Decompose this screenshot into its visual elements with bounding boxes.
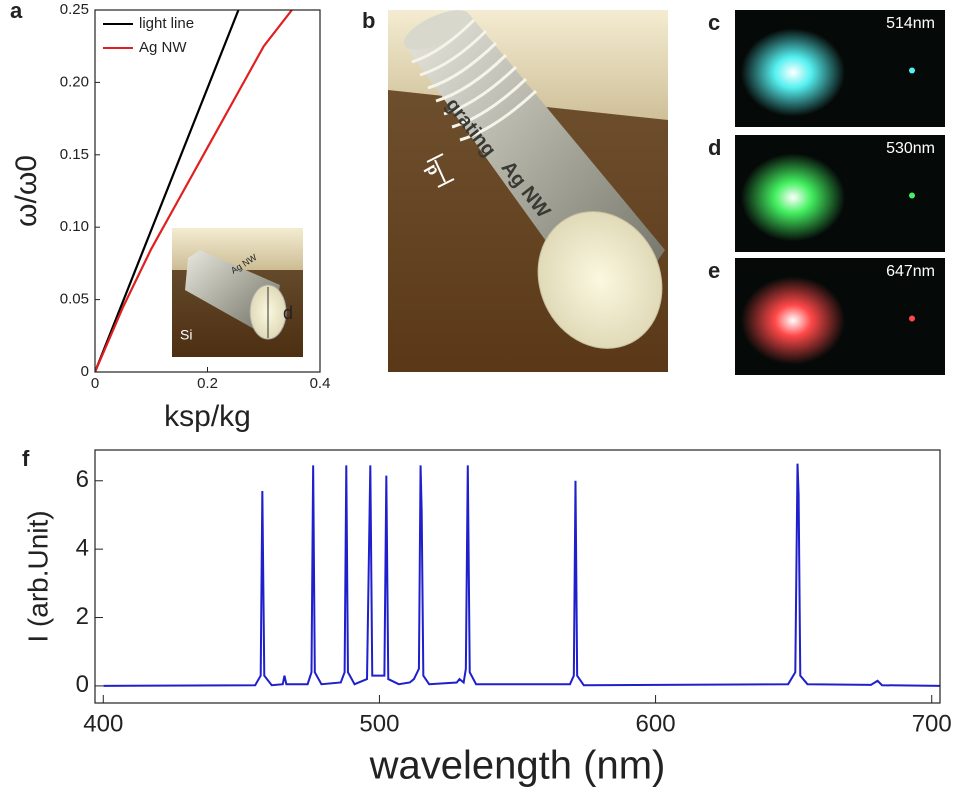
inset-label: Si [180, 327, 192, 343]
inset-image [172, 228, 303, 357]
y-tick-label: 6 [76, 466, 89, 493]
y-axis-label: I (arb.Unit) [22, 510, 53, 642]
x-tick-label: 600 [636, 710, 676, 737]
panel-label: b [362, 8, 375, 33]
y-tick-label: 0 [76, 671, 89, 698]
y-tick-label: 0.10 [60, 218, 89, 235]
y-tick-label: 0.25 [60, 1, 89, 18]
y-tick-label: 0.15 [60, 146, 89, 163]
panel-label: d [708, 135, 721, 160]
legend-label: Ag NW [139, 39, 187, 56]
series-line [95, 10, 293, 372]
legend-label: light line [139, 15, 194, 32]
x-axis-label: ksp/kg [164, 400, 251, 433]
plot-frame [94, 449, 941, 704]
wavelength-label: 530nm [886, 140, 935, 157]
series-line [95, 10, 240, 372]
speckle-spot [741, 276, 845, 365]
x-tick-label: 500 [359, 710, 399, 737]
x-tick-label: 700 [912, 710, 952, 737]
x-tick-label: 0.2 [197, 375, 218, 392]
speckle-spot [741, 28, 845, 117]
x-tick-label: 0 [91, 375, 99, 392]
output-spot [909, 192, 915, 199]
y-tick-label: 2 [76, 603, 89, 630]
inset-label: d [283, 303, 293, 323]
y-tick-label: 4 [76, 534, 89, 561]
series-line [103, 463, 940, 687]
panel-label: c [708, 10, 720, 35]
y-tick-label: 0 [81, 363, 89, 380]
plot-a: light line Ag NW 0 0.05 0.10 0.15 0.20 0.25 0 0.2… [10, 0, 331, 433]
y-axis-label: ω/ω0 [10, 155, 43, 227]
panel-label: a [10, 0, 23, 23]
wavelength-label: 514nm [886, 15, 935, 32]
y-tick-label: 0.20 [60, 73, 89, 90]
panel-b-image [388, 10, 668, 372]
x-tick-label: 400 [83, 710, 123, 737]
x-axis-label: wavelength (nm) [369, 744, 666, 788]
output-spot [909, 67, 915, 74]
speckle-spot [741, 153, 845, 242]
output-spot [909, 315, 915, 322]
wavelength-label: 647nm [886, 263, 935, 280]
x-tick-label: 0.4 [310, 375, 331, 392]
y-tick-label: 0.05 [60, 291, 89, 308]
panel-label: f [22, 446, 30, 471]
panel-label: e [708, 258, 720, 283]
plot-f: 0 2 4 6 400 500 600 700 wavelength (nm) I (arb.Un… [22, 446, 952, 788]
